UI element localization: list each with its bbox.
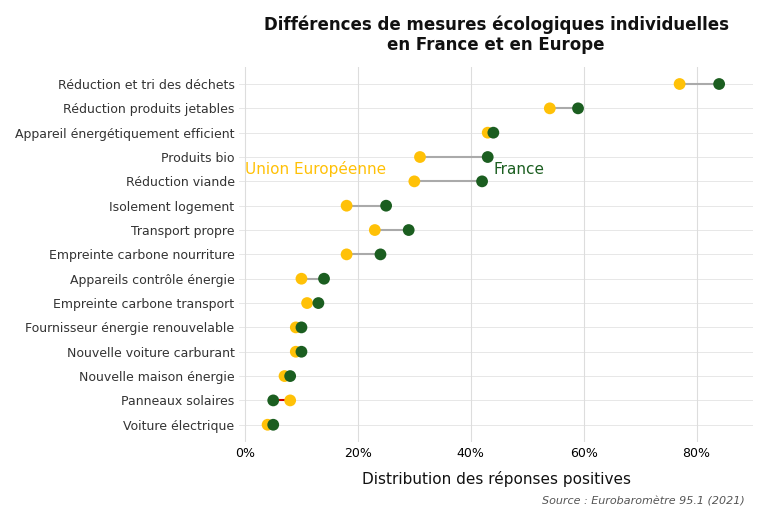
X-axis label: Distribution des réponses positives: Distribution des réponses positives — [362, 471, 631, 487]
Point — [572, 104, 584, 113]
Text: Union Européenne: Union Européenne — [245, 161, 386, 177]
Point — [284, 396, 296, 404]
Point — [374, 250, 386, 259]
Point — [369, 226, 381, 234]
Text: Source : Eurobaromètre 95.1 (2021): Source : Eurobaromètre 95.1 (2021) — [542, 497, 745, 507]
Point — [482, 129, 494, 137]
Point — [482, 153, 494, 161]
Point — [487, 129, 499, 137]
Point — [476, 177, 488, 185]
Point — [296, 348, 308, 356]
Point — [340, 250, 353, 259]
Point — [318, 274, 330, 283]
Point — [674, 80, 686, 88]
Point — [284, 372, 296, 380]
Point — [402, 226, 415, 234]
Point — [290, 348, 302, 356]
Title: Différences de mesures écologiques individuelles
en France et en Europe: Différences de mesures écologiques indiv… — [263, 15, 729, 54]
Point — [290, 323, 302, 331]
Point — [261, 421, 273, 429]
Point — [296, 323, 308, 331]
Point — [713, 80, 725, 88]
Point — [267, 396, 280, 404]
Point — [414, 153, 426, 161]
Point — [409, 177, 421, 185]
Point — [380, 202, 392, 210]
Point — [340, 202, 353, 210]
Point — [301, 299, 313, 307]
Point — [313, 299, 325, 307]
Point — [296, 274, 308, 283]
Point — [267, 421, 280, 429]
Point — [544, 104, 556, 113]
Text: France: France — [493, 162, 545, 177]
Point — [278, 372, 290, 380]
